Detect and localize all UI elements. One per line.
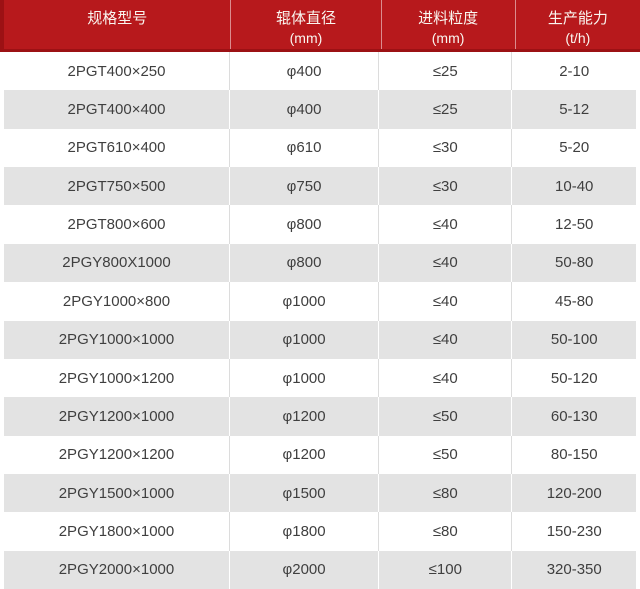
table-cell: φ1200 xyxy=(228,397,378,436)
table-cell: φ1000 xyxy=(228,358,378,398)
table-header-row: 规格型号 辊体直径 (mm) 进料粒度 (mm) 生产能力 (t/h) xyxy=(0,0,640,52)
table-cell: φ750 xyxy=(228,167,378,206)
column-header-label: 规格型号 xyxy=(87,10,148,27)
table-cell: 2PGT610×400 xyxy=(67,139,166,157)
table-cell: φ1500 xyxy=(228,473,378,513)
table-cell: 10-40 xyxy=(511,167,636,206)
column-header-model: 规格型号 xyxy=(4,0,230,49)
table-cell: ≤30 xyxy=(378,167,511,206)
table-row: 2PGT400×250 φ400 ≤25 2-10 xyxy=(4,52,636,91)
table-cell: ≤40 xyxy=(378,282,511,321)
table-cell: 60-130 xyxy=(511,397,636,436)
column-header-label: 进料粒度 xyxy=(418,10,479,27)
table-row: 2PGY1800×1000 φ1800 ≤80 150-230 xyxy=(4,512,636,551)
table-cell: 45-80 xyxy=(511,282,636,321)
table-cell: φ800 xyxy=(228,205,378,244)
column-header-feed-size: 进料粒度 (mm) xyxy=(380,0,515,49)
table-cell: 2PGY800X1000 xyxy=(62,254,171,272)
table-cell: ≤100 xyxy=(378,550,511,589)
table-cell: 320-350 xyxy=(511,550,636,589)
table-cell: 2PGY1200×1000 xyxy=(58,407,175,425)
table-row: 2PGY1200×1200 φ1200 ≤50 80-150 xyxy=(4,435,636,474)
table-cell: ≤40 xyxy=(378,205,511,244)
table-cell: ≤50 xyxy=(378,435,511,474)
table-cell: 2PGY1000×1200 xyxy=(58,369,175,387)
table-cell: 2PGT400×250 xyxy=(67,62,166,80)
table-cell: 2PGY2000×1000 xyxy=(58,561,175,579)
table-cell: φ1000 xyxy=(228,282,378,321)
table-cell: 12-50 xyxy=(511,205,636,244)
table-cell: 2PGT400×400 xyxy=(67,101,166,119)
table-row: 2PGY1500×1000 φ1500 ≤80 120-200 xyxy=(4,473,636,513)
table-row: 2PGT400×400 φ400 ≤25 5-12 xyxy=(4,90,636,129)
table-cell: ≤80 xyxy=(378,473,511,513)
table-cell: φ800 xyxy=(228,243,378,283)
table-cell: ≤25 xyxy=(378,52,511,91)
table-cell: ≤30 xyxy=(378,128,511,168)
table-cell: φ610 xyxy=(228,128,378,168)
table-cell: 2-10 xyxy=(511,52,636,91)
table-cell: φ400 xyxy=(228,52,378,91)
table-row: 2PGT750×500 φ750 ≤30 10-40 xyxy=(4,167,636,206)
column-header-unit: (t/h) xyxy=(565,30,591,46)
table-cell: 50-80 xyxy=(511,243,636,283)
table-cell: ≤25 xyxy=(378,90,511,129)
table-row: 2PGY1000×1200 φ1000 ≤40 50-120 xyxy=(4,358,636,398)
table-cell: ≤80 xyxy=(378,512,511,551)
table-cell: φ2000 xyxy=(228,550,378,589)
table-cell: ≤50 xyxy=(378,397,511,436)
table-cell: 80-150 xyxy=(511,435,636,474)
table-cell: 5-12 xyxy=(511,90,636,129)
table-cell: 2PGY1800×1000 xyxy=(58,522,175,540)
table-cell: 5-20 xyxy=(511,128,636,168)
table-row: 2PGY2000×1000 φ2000 ≤100 320-350 xyxy=(4,550,636,589)
table-cell: 50-120 xyxy=(511,358,636,398)
table-cell: 50-100 xyxy=(511,320,636,359)
column-header-capacity: 生产能力 (t/h) xyxy=(514,0,640,49)
table-cell: 2PGY1500×1000 xyxy=(58,484,175,502)
column-header-unit: (mm) xyxy=(289,30,323,46)
table-cell: 2PGY1000×800 xyxy=(62,292,171,310)
column-header-label: 生产能力 xyxy=(547,10,608,27)
table-cell: 2PGT750×500 xyxy=(67,177,166,195)
table-row: 2PGY800X1000 φ800 ≤40 50-80 xyxy=(4,243,636,283)
table-cell: ≤40 xyxy=(378,320,511,359)
table-row: 2PGY1000×1000 φ1000 ≤40 50-100 xyxy=(4,320,636,359)
table-cell: 2PGT800×600 xyxy=(67,216,166,234)
table-cell: 2PGY1200×1200 xyxy=(58,446,175,464)
table-cell: φ400 xyxy=(228,90,378,129)
table-cell: φ1000 xyxy=(228,320,378,359)
table-cell: 2PGY1000×1000 xyxy=(58,331,175,349)
table-cell: φ1800 xyxy=(228,512,378,551)
table-cell: ≤40 xyxy=(378,358,511,398)
table-cell: φ1200 xyxy=(228,435,378,474)
table-cell: 120-200 xyxy=(511,473,636,513)
table-row: 2PGY1000×800 φ1000 ≤40 45-80 xyxy=(4,282,636,321)
column-header-unit: (mm) xyxy=(431,30,465,46)
table-row: 2PGT610×400 φ610 ≤30 5-20 xyxy=(4,128,636,168)
table-cell: 150-230 xyxy=(511,512,636,551)
table-row: 2PGY1200×1000 φ1200 ≤50 60-130 xyxy=(4,397,636,436)
table-cell: ≤40 xyxy=(378,243,511,283)
table-row: 2PGT800×600 φ800 ≤40 12-50 xyxy=(4,205,636,244)
column-header-roller-diameter: 辊体直径 (mm) xyxy=(230,0,380,49)
column-header-label: 辊体直径 xyxy=(275,10,336,27)
table-body: 2PGT400×250 φ400 ≤25 2-10 2PGT400×400 φ400 ≤25… xyxy=(4,52,636,589)
